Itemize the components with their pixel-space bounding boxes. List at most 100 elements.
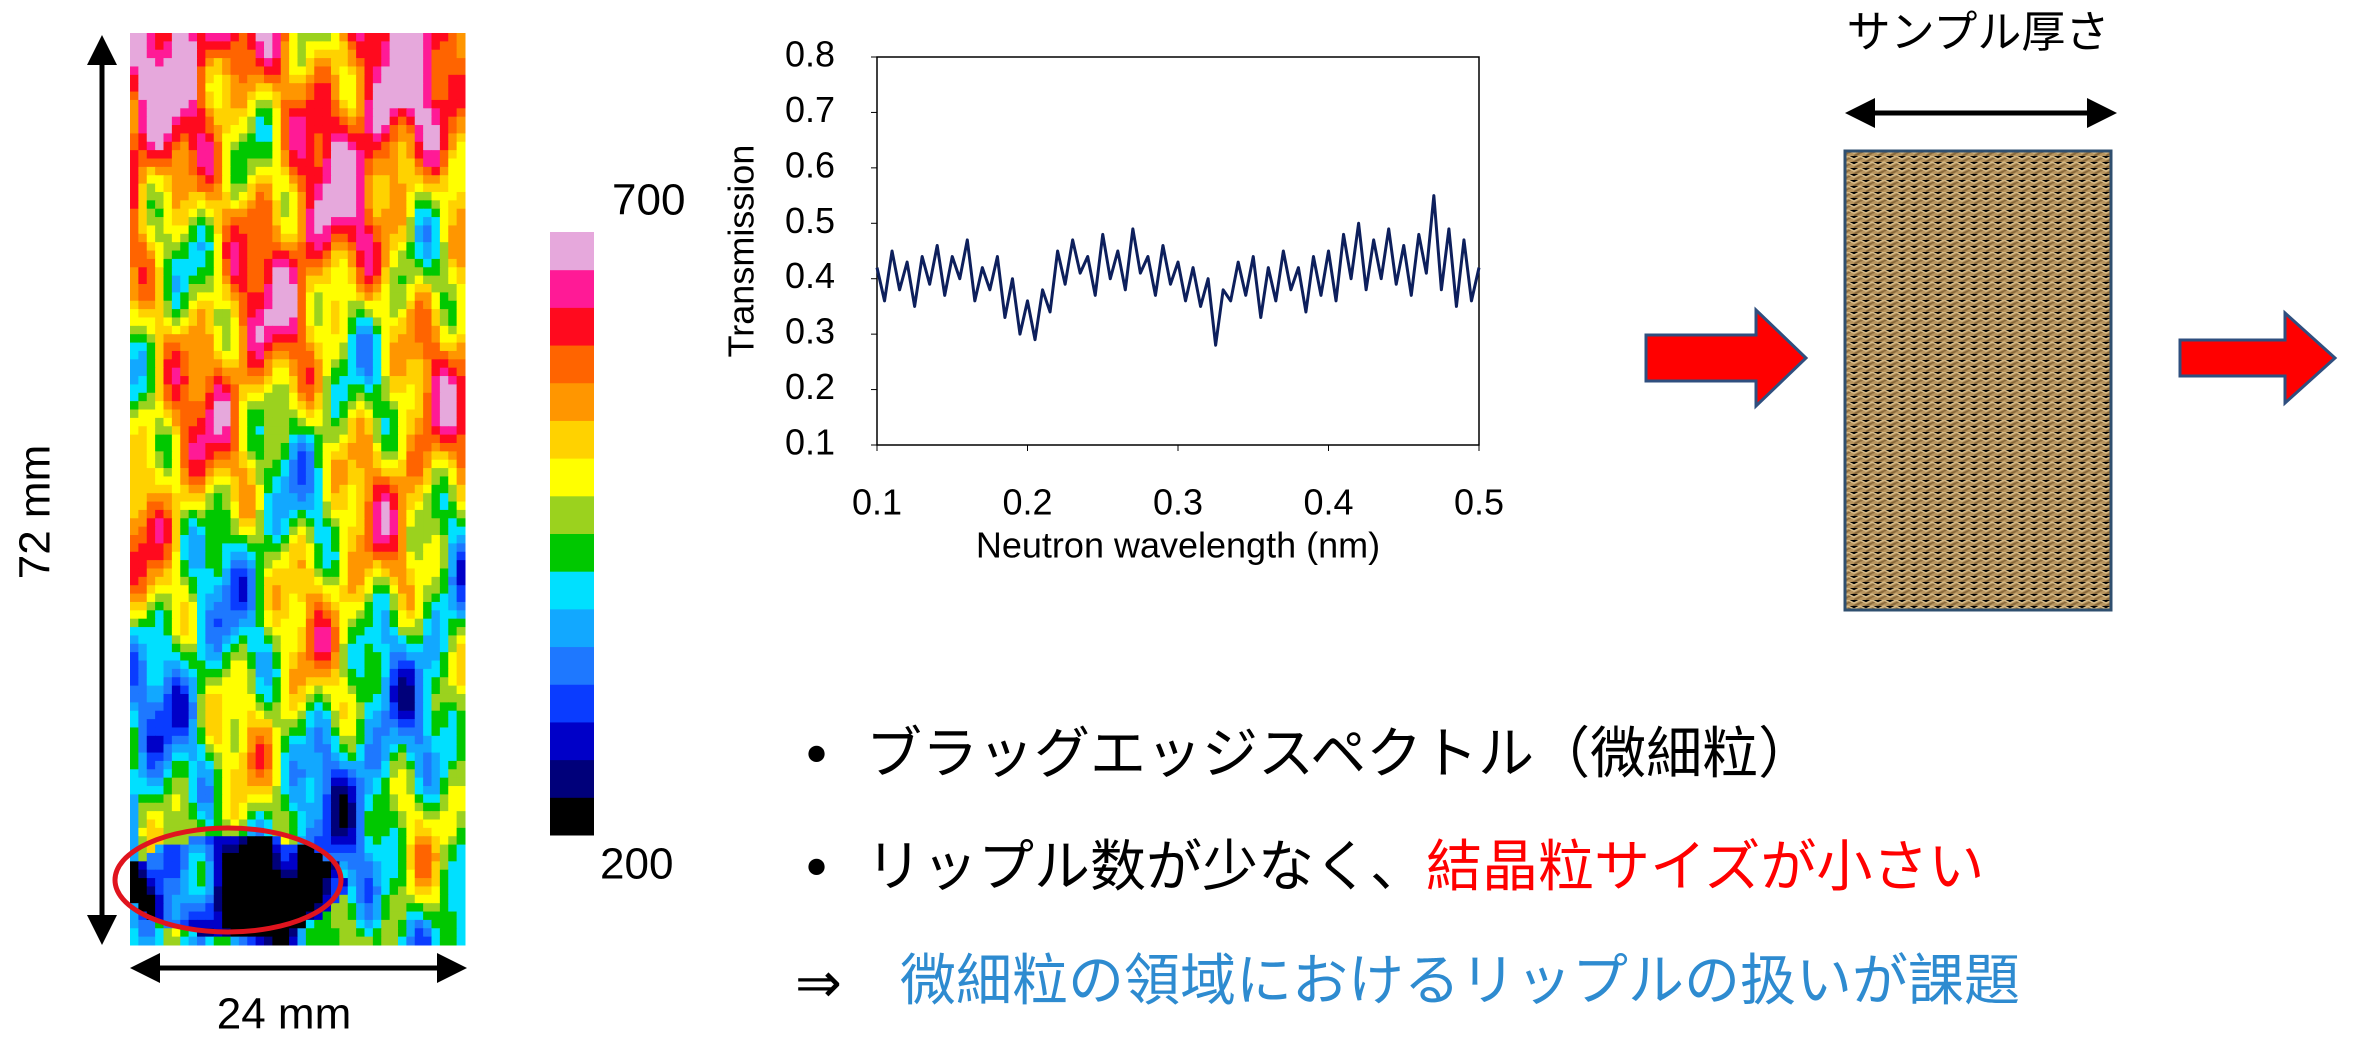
heatmap-cell xyxy=(222,435,231,444)
heatmap-cell xyxy=(432,75,441,84)
heatmap-cell xyxy=(264,234,273,243)
heatmap-cell xyxy=(373,744,382,753)
heatmap-cell xyxy=(339,410,348,419)
heatmap-cell xyxy=(314,778,323,787)
heatmap-cell xyxy=(356,845,365,854)
heatmap-cell xyxy=(365,619,374,628)
heatmap-cell xyxy=(197,108,206,117)
heatmap-cell xyxy=(147,435,156,444)
heatmap-cell xyxy=(448,242,457,251)
heatmap-cell xyxy=(457,460,466,469)
heatmap-cell xyxy=(365,510,374,519)
heatmap-cell xyxy=(440,443,449,452)
heatmap-cell xyxy=(365,669,374,678)
heatmap-cell xyxy=(381,853,390,862)
heatmap-cell xyxy=(197,460,206,469)
heatmap-cell xyxy=(457,159,466,168)
heatmap-cell xyxy=(231,669,240,678)
heatmap-cell xyxy=(339,334,348,343)
heatmap-cell xyxy=(306,937,315,946)
heatmap-cell xyxy=(415,878,424,887)
heatmap-cell xyxy=(398,125,407,134)
heatmap-cell xyxy=(432,568,441,577)
heatmap-cell xyxy=(256,451,265,460)
heatmap-cell xyxy=(289,259,298,268)
heatmap-cell xyxy=(147,627,156,636)
heatmap-cell xyxy=(365,384,374,393)
heatmap-cell xyxy=(448,886,457,895)
heatmap-cell xyxy=(331,736,340,745)
heatmap-cell xyxy=(164,309,173,318)
heatmap-cell xyxy=(231,610,240,619)
heatmap-cell xyxy=(440,711,449,720)
heatmap-cell xyxy=(138,359,147,368)
heatmap-cell xyxy=(289,159,298,168)
heatmap-cell xyxy=(339,769,348,778)
heatmap-cell xyxy=(348,937,357,946)
heatmap-cell xyxy=(197,259,206,268)
heatmap-cell xyxy=(197,727,206,736)
heatmap-cell xyxy=(197,451,206,460)
heatmap-cell xyxy=(214,635,223,644)
heatmap-cell xyxy=(390,552,399,561)
heatmap-cell xyxy=(423,794,432,803)
heatmap-cell xyxy=(440,778,449,787)
heatmap-cell xyxy=(222,192,231,201)
heatmap-cell xyxy=(298,443,307,452)
heatmap-cell xyxy=(205,317,214,326)
heatmap-cell xyxy=(390,686,399,695)
heatmap-cell xyxy=(348,836,357,845)
heatmap-cell xyxy=(348,661,357,670)
heatmap-cell xyxy=(373,410,382,419)
heatmap-cell xyxy=(247,225,256,234)
heatmap-cell xyxy=(147,493,156,502)
heatmap-cell xyxy=(432,401,441,410)
heatmap-cell xyxy=(423,150,432,159)
colorbar-min: 200 xyxy=(600,840,673,889)
heatmap-cell xyxy=(197,753,206,762)
heatmap-cell xyxy=(289,895,298,904)
heatmap-cell xyxy=(398,836,407,845)
heatmap-cell xyxy=(147,259,156,268)
heatmap-cell xyxy=(147,769,156,778)
heatmap-cell xyxy=(264,66,273,75)
heatmap-cell xyxy=(331,150,340,159)
heatmap-cell xyxy=(314,886,323,895)
heatmap-cell xyxy=(448,251,457,260)
heatmap-cell xyxy=(356,251,365,260)
heatmap-cell xyxy=(172,527,181,536)
heatmap-cell xyxy=(306,886,315,895)
heatmap-cell xyxy=(373,535,382,544)
heatmap-cell xyxy=(231,719,240,728)
heatmap-cell xyxy=(348,460,357,469)
heatmap-cell xyxy=(373,694,382,703)
heatmap-cell xyxy=(155,75,164,84)
heatmap-cell xyxy=(147,702,156,711)
heatmap-cell xyxy=(231,326,240,335)
line-chart: 0.10.20.30.40.50.60.70.80.10.20.30.40.5N… xyxy=(721,34,1505,566)
heatmap-cell xyxy=(348,200,357,209)
heatmap-cell xyxy=(180,292,189,301)
heatmap-cell xyxy=(130,577,139,586)
sample-image xyxy=(1845,151,2111,610)
heatmap-cell xyxy=(147,476,156,485)
heatmap-cell xyxy=(264,225,273,234)
heatmap-cell xyxy=(189,778,198,787)
heatmap-cell xyxy=(339,585,348,594)
heatmap-cell xyxy=(373,610,382,619)
heatmap-cell xyxy=(314,351,323,360)
heatmap-cell xyxy=(180,903,189,912)
heatmap-cell xyxy=(406,702,415,711)
heatmap-cell xyxy=(205,602,214,611)
heatmap-cell xyxy=(281,903,290,912)
heatmap-cell xyxy=(281,359,290,368)
heatmap-cell xyxy=(306,778,315,787)
heatmap-cell xyxy=(432,535,441,544)
heatmap-cell xyxy=(440,435,449,444)
heatmap-cell xyxy=(440,769,449,778)
heatmap-cell xyxy=(130,861,139,870)
heatmap-cell xyxy=(205,702,214,711)
heatmap-cell xyxy=(390,209,399,218)
heatmap-cell xyxy=(314,401,323,410)
heatmap-cell xyxy=(381,58,390,67)
